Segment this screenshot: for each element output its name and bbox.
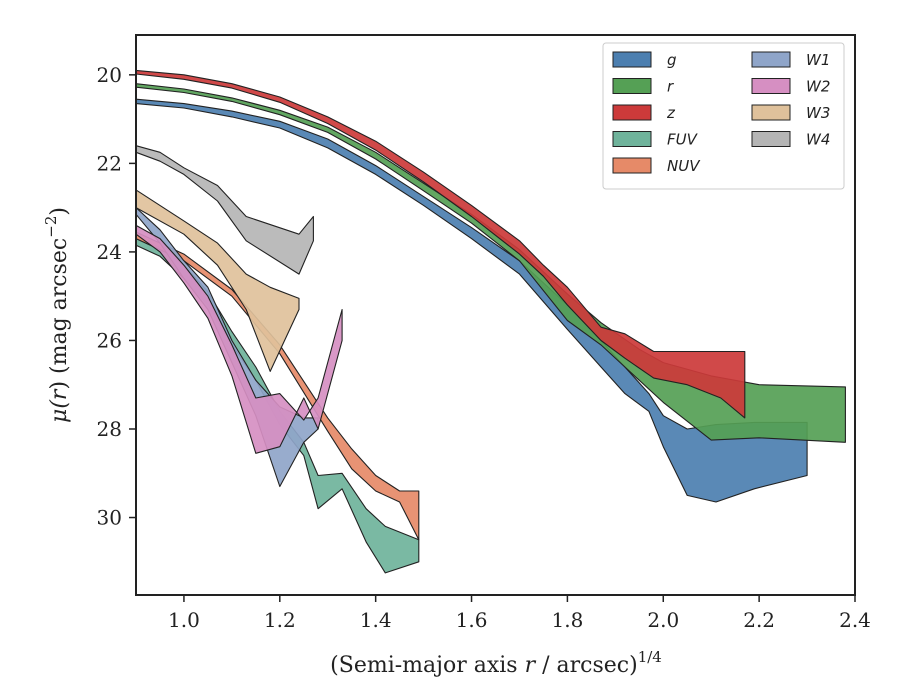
band-w2: [135, 224, 343, 454]
legend-swatch-w1: [751, 51, 791, 68]
legend-swatch-nuv: [612, 157, 652, 174]
plot-frame: [135, 34, 856, 596]
x-axis-label: (Semi-major axis r / arcsec)1/4: [330, 648, 662, 678]
y-tick-label: 24: [97, 240, 122, 264]
band-w4: [135, 145, 314, 275]
legend-swatch-z: [612, 104, 652, 121]
legend-swatch-w3: [751, 104, 791, 121]
legend-label-w2: W2: [806, 78, 830, 96]
legend-label-fuv: FUV: [667, 131, 699, 149]
band-g: [135, 98, 808, 503]
legend-label-nuv: NUV: [667, 157, 701, 175]
y-tick-label: 22: [97, 151, 122, 175]
legend-label-z: z: [666, 104, 676, 122]
y-tick-label: 30: [97, 506, 122, 530]
x-tick-label: 1.2: [264, 608, 296, 632]
x-tick-label: 2.2: [743, 608, 775, 632]
legend-swatch-w4: [751, 131, 791, 147]
legend-label-w1: W1: [806, 51, 830, 69]
band-r: [135, 83, 846, 443]
band-w3: [135, 189, 300, 372]
legend-label-w4: W4: [806, 131, 830, 149]
x-tick-label: 1.4: [360, 608, 392, 632]
legend-label-g: g: [667, 51, 677, 69]
x-tick-label: 1.6: [456, 608, 488, 632]
x-tick-label: 1.0: [168, 608, 200, 632]
y-tick-label: 28: [97, 417, 122, 441]
y-tick-label: 26: [97, 328, 122, 352]
legend-swatch-r: [612, 78, 652, 94]
x-tick-label: 2.4: [839, 608, 871, 632]
legend-swatch-g: [612, 51, 652, 68]
series-bands: [135, 69, 846, 574]
legend-label-w3: W3: [806, 104, 830, 122]
legend: grz FUV NUV W1 W2 W3 W4: [602, 42, 845, 190]
y-axis-label: μ(r) (mag arcsec−2): [42, 207, 72, 423]
x-tick-label: 2.0: [647, 608, 679, 632]
band-z: [135, 69, 746, 419]
y-tick-label: 20: [97, 63, 122, 87]
legend-swatch-w2: [751, 78, 791, 94]
legend-swatch-fuv: [612, 131, 652, 147]
x-tick-label: 1.8: [551, 608, 583, 632]
legend-label-r: r: [667, 78, 674, 96]
x-axis-ticks: 1.0 1.2 1.4 1.6 1.8 2.0 2.2 2.4: [168, 595, 871, 632]
y-axis-ticks: 20 22 24 26 28 30: [97, 63, 136, 530]
